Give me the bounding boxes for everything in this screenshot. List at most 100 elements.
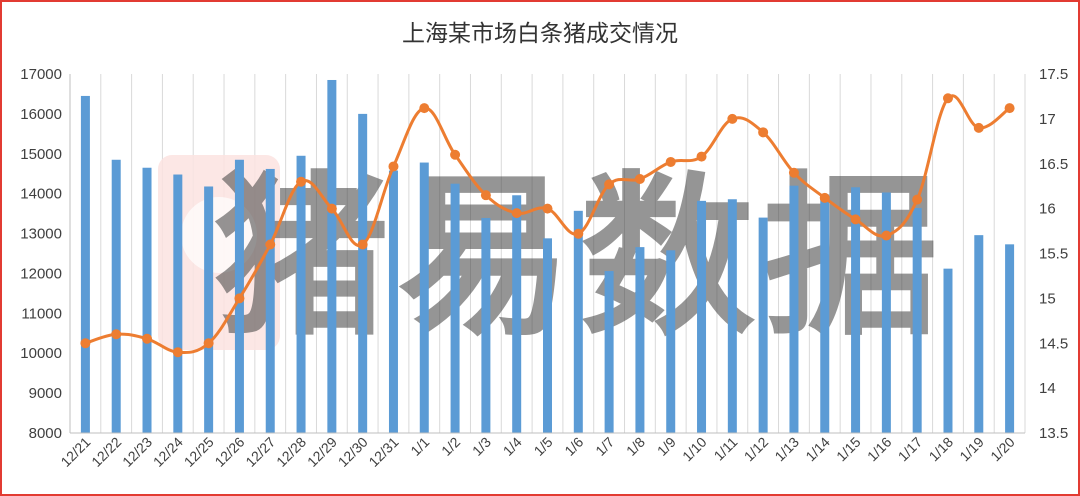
line-point — [819, 192, 830, 203]
bar — [758, 217, 768, 433]
line-point — [234, 293, 245, 304]
x-tick-label: 1/15 — [833, 434, 864, 465]
y-left-tick-label: 11000 — [21, 305, 62, 322]
y-left-tick-label: 10000 — [20, 345, 62, 362]
x-tick-label: 12/23 — [119, 434, 155, 470]
x-tick-label: 12/25 — [181, 434, 217, 470]
line-point — [573, 228, 584, 239]
line-point — [542, 203, 553, 214]
x-tick-label: 1/19 — [956, 434, 987, 465]
x-tick-label: 12/28 — [273, 434, 309, 470]
bar — [943, 268, 953, 433]
x-tick-label: 1/17 — [895, 434, 926, 465]
bar — [974, 235, 984, 433]
line-point — [850, 214, 861, 225]
bar — [543, 238, 552, 433]
x-tick-label: 1/9 — [654, 434, 679, 459]
x-tick-label: 1/20 — [987, 434, 1018, 465]
line-point — [973, 122, 984, 133]
line-point — [480, 190, 491, 201]
bar — [881, 192, 891, 433]
line-point — [80, 338, 91, 349]
y-right-tick-label: 17.5 — [1039, 66, 1068, 83]
line-point — [450, 149, 461, 160]
line-point — [696, 151, 707, 162]
x-tick-label: 1/16 — [864, 434, 895, 465]
line-point — [511, 208, 522, 219]
line-point — [758, 127, 769, 138]
x-tick-label: 1/14 — [802, 434, 833, 465]
chart-title: 上海某市场白条猪成交情况 — [402, 21, 678, 47]
bar — [142, 167, 152, 433]
x-tick-label: 1/18 — [926, 434, 957, 465]
bar — [851, 187, 861, 433]
y-left-tick-label: 14000 — [20, 186, 62, 203]
x-tick-label: 1/12 — [741, 434, 772, 465]
y-right-tick-label: 14.5 — [1039, 335, 1068, 352]
bar — [912, 208, 922, 433]
x-tick-label: 12/24 — [150, 434, 186, 470]
line-series — [80, 93, 1015, 358]
x-tick-label: 1/4 — [500, 434, 525, 459]
bar — [80, 95, 90, 433]
bar — [388, 170, 398, 433]
y-left-tick-label: 15000 — [20, 146, 62, 163]
y-left-tick-label: 17000 — [20, 66, 62, 83]
bar — [265, 168, 275, 434]
line-point — [111, 329, 122, 340]
line-point — [142, 333, 153, 344]
line-point — [604, 179, 615, 190]
y-right-tick-label: 15 — [1039, 290, 1056, 307]
bar — [358, 113, 368, 433]
y-left-tick-label: 13000 — [20, 226, 62, 243]
bar — [1005, 244, 1015, 433]
x-tick-label: 1/8 — [623, 434, 648, 459]
line-point — [727, 113, 738, 124]
x-tick-label: 12/30 — [335, 434, 371, 470]
bar — [666, 250, 676, 433]
bar — [173, 174, 183, 433]
x-tick-label: 1/10 — [679, 434, 710, 465]
bar — [111, 159, 121, 433]
line-point — [942, 93, 953, 104]
bar — [820, 194, 830, 433]
x-tick-label: 1/5 — [531, 434, 556, 459]
bar — [789, 185, 799, 433]
line-point — [203, 338, 214, 349]
x-tick-label: 1/7 — [592, 434, 617, 459]
bar — [697, 200, 707, 433]
x-tick-label: 1/3 — [469, 434, 494, 459]
y-left-tick-label: 9000 — [29, 385, 62, 402]
line-point — [296, 176, 307, 187]
x-tick-label: 12/29 — [304, 434, 340, 470]
line-point — [788, 167, 799, 178]
y-right-tick-label: 17 — [1039, 111, 1056, 128]
x-tick-label: 1/2 — [438, 434, 463, 459]
bar — [204, 186, 214, 433]
line-point — [419, 103, 430, 114]
y-right-tick-label: 13.5 — [1039, 425, 1068, 442]
line-point — [326, 203, 337, 214]
bar — [481, 217, 491, 433]
y-left-tick-label: 16000 — [20, 106, 62, 123]
x-tick-label: 12/22 — [88, 434, 124, 470]
bar — [573, 210, 583, 433]
y-left-tick-label: 12000 — [20, 265, 62, 282]
x-tick-label: 12/27 — [242, 434, 278, 470]
bar — [727, 199, 737, 433]
x-tick-label: 12/31 — [365, 434, 401, 470]
y-right-tick-label: 16.5 — [1039, 156, 1068, 173]
line-point — [881, 230, 892, 241]
line-point — [634, 174, 645, 185]
line-point — [265, 239, 276, 250]
x-tick-label: 1/11 — [711, 434, 741, 464]
x-tick-label: 1/13 — [771, 434, 802, 465]
bar — [450, 183, 460, 433]
line-point — [1004, 103, 1015, 114]
x-tick-label: 12/26 — [211, 434, 247, 470]
y-right-tick-label: 14 — [1039, 380, 1056, 397]
line-point — [912, 194, 923, 205]
y-right-tick-label: 15.5 — [1039, 246, 1068, 263]
bar — [327, 79, 337, 433]
